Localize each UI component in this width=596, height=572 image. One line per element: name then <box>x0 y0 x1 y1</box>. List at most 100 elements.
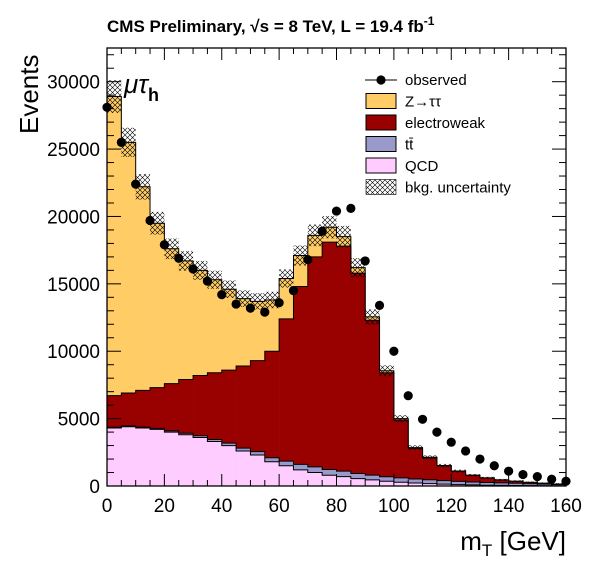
uncertainty-box <box>479 476 495 480</box>
uncertainty-box <box>379 365 394 377</box>
observed-point <box>489 461 499 471</box>
uncertainty-box <box>522 481 538 484</box>
legend-label: bkg. uncertainty <box>405 180 511 197</box>
y-tick-label: 25000 <box>47 140 100 161</box>
bar-ztautau <box>107 96 122 487</box>
observed-point <box>188 264 198 274</box>
observed-point <box>274 298 284 308</box>
plot-area: 0 20 40 60 80 100 120 140 160 0 5000 10000 15000 2000… <box>47 47 582 517</box>
observed-point <box>547 474 557 484</box>
bar-tt <box>537 484 552 486</box>
legend-entry: tt̄ <box>365 136 414 154</box>
observed-point <box>174 253 184 263</box>
bar-tt <box>494 482 509 486</box>
bar-electroweak <box>408 448 423 486</box>
bar-QCD <box>178 434 194 486</box>
x-tick-label: 80 <box>326 496 347 517</box>
x-tick-label: 120 <box>435 496 467 517</box>
bar-tt <box>436 480 452 486</box>
uncertainty-box <box>150 211 165 235</box>
observed-point <box>417 414 428 424</box>
legend-swatch <box>365 136 397 152</box>
y-tick-label: 15000 <box>47 275 100 296</box>
stacked-histograms <box>106 96 567 487</box>
uncertainty-box <box>336 225 351 248</box>
observed-point <box>245 303 256 313</box>
bar-electroweak <box>322 242 337 486</box>
observed-point <box>504 466 514 476</box>
observed-point <box>360 256 370 266</box>
bar-QCD <box>336 476 352 486</box>
bar-QCD <box>307 472 323 486</box>
observed-point <box>331 206 342 216</box>
x-tick-label: 60 <box>269 496 290 517</box>
bar-electroweak <box>350 273 366 486</box>
uncertainty-box <box>121 127 136 157</box>
observed-point <box>303 254 313 265</box>
legend-entry: bkg. uncertainty <box>365 179 511 197</box>
observed-point <box>217 290 227 300</box>
legend-swatch <box>365 93 397 109</box>
observed-point <box>532 471 542 482</box>
bar-QCD <box>135 428 151 486</box>
x-axis-title: mT [GeV] <box>460 526 566 560</box>
bar-electroweak <box>293 286 309 486</box>
bar-tt <box>522 483 538 486</box>
bar-QCD <box>250 455 266 486</box>
uncertainty-box <box>193 260 208 280</box>
x-tick-label: 0 <box>102 496 113 517</box>
bar-electroweak <box>393 419 409 486</box>
uncertainty-box <box>279 269 294 288</box>
bar-QCD <box>164 432 180 486</box>
uncertainty-box <box>408 445 423 450</box>
bar-QCD <box>422 483 438 486</box>
observed-point <box>346 203 356 213</box>
bar-electroweak <box>479 477 495 486</box>
uncertainty-box <box>494 478 509 481</box>
uncertainty-box <box>551 483 566 485</box>
x-tick-label: 100 <box>378 496 410 517</box>
bar-electroweak <box>336 246 352 486</box>
x-tick-label: 20 <box>154 496 175 517</box>
observed-point <box>518 469 528 480</box>
bar-QCD <box>236 450 251 486</box>
legend-label: electroweak <box>405 115 486 132</box>
bar-QCD <box>293 469 309 486</box>
axis-ticks: 0 20 40 60 80 100 120 140 160 0 5000 10000 15000 2000… <box>47 48 582 517</box>
observed-points <box>102 102 571 486</box>
bar-QCD <box>207 441 223 486</box>
legend-marker <box>376 75 386 85</box>
uncertainty-box <box>465 473 480 477</box>
bar-QCD <box>350 478 366 486</box>
uncertainty-box <box>422 455 437 460</box>
y-tick-label: 0 <box>89 477 100 498</box>
bar-QCD <box>436 484 452 486</box>
bar-QCD <box>150 429 165 486</box>
bar-tt <box>465 481 481 486</box>
y-tick-label: 30000 <box>47 73 100 94</box>
bar-electroweak <box>264 351 280 486</box>
observed-point <box>131 179 141 189</box>
bar-electroweak <box>379 372 395 486</box>
uncertainty-box <box>508 480 523 483</box>
observed-point <box>446 437 456 447</box>
bar-electroweak <box>279 318 294 486</box>
bar-QCD <box>121 426 136 486</box>
bar-tt <box>422 479 438 486</box>
legend-label: Z→ττ <box>405 94 441 111</box>
bar-tt <box>451 481 466 486</box>
y-axis-title: Events <box>14 55 44 135</box>
uncertainty-box <box>451 469 466 473</box>
legend-swatch <box>365 157 397 174</box>
bar-QCD <box>107 428 122 486</box>
observed-point <box>202 276 213 286</box>
observed-point <box>288 285 299 296</box>
series-QCD <box>106 426 567 487</box>
observed-point <box>116 137 126 147</box>
observed-point <box>231 299 241 309</box>
legend-entry: electroweak <box>365 114 486 132</box>
y-tick-label: 20000 <box>47 207 100 228</box>
observed-point <box>159 240 169 250</box>
observed-point <box>145 215 155 226</box>
